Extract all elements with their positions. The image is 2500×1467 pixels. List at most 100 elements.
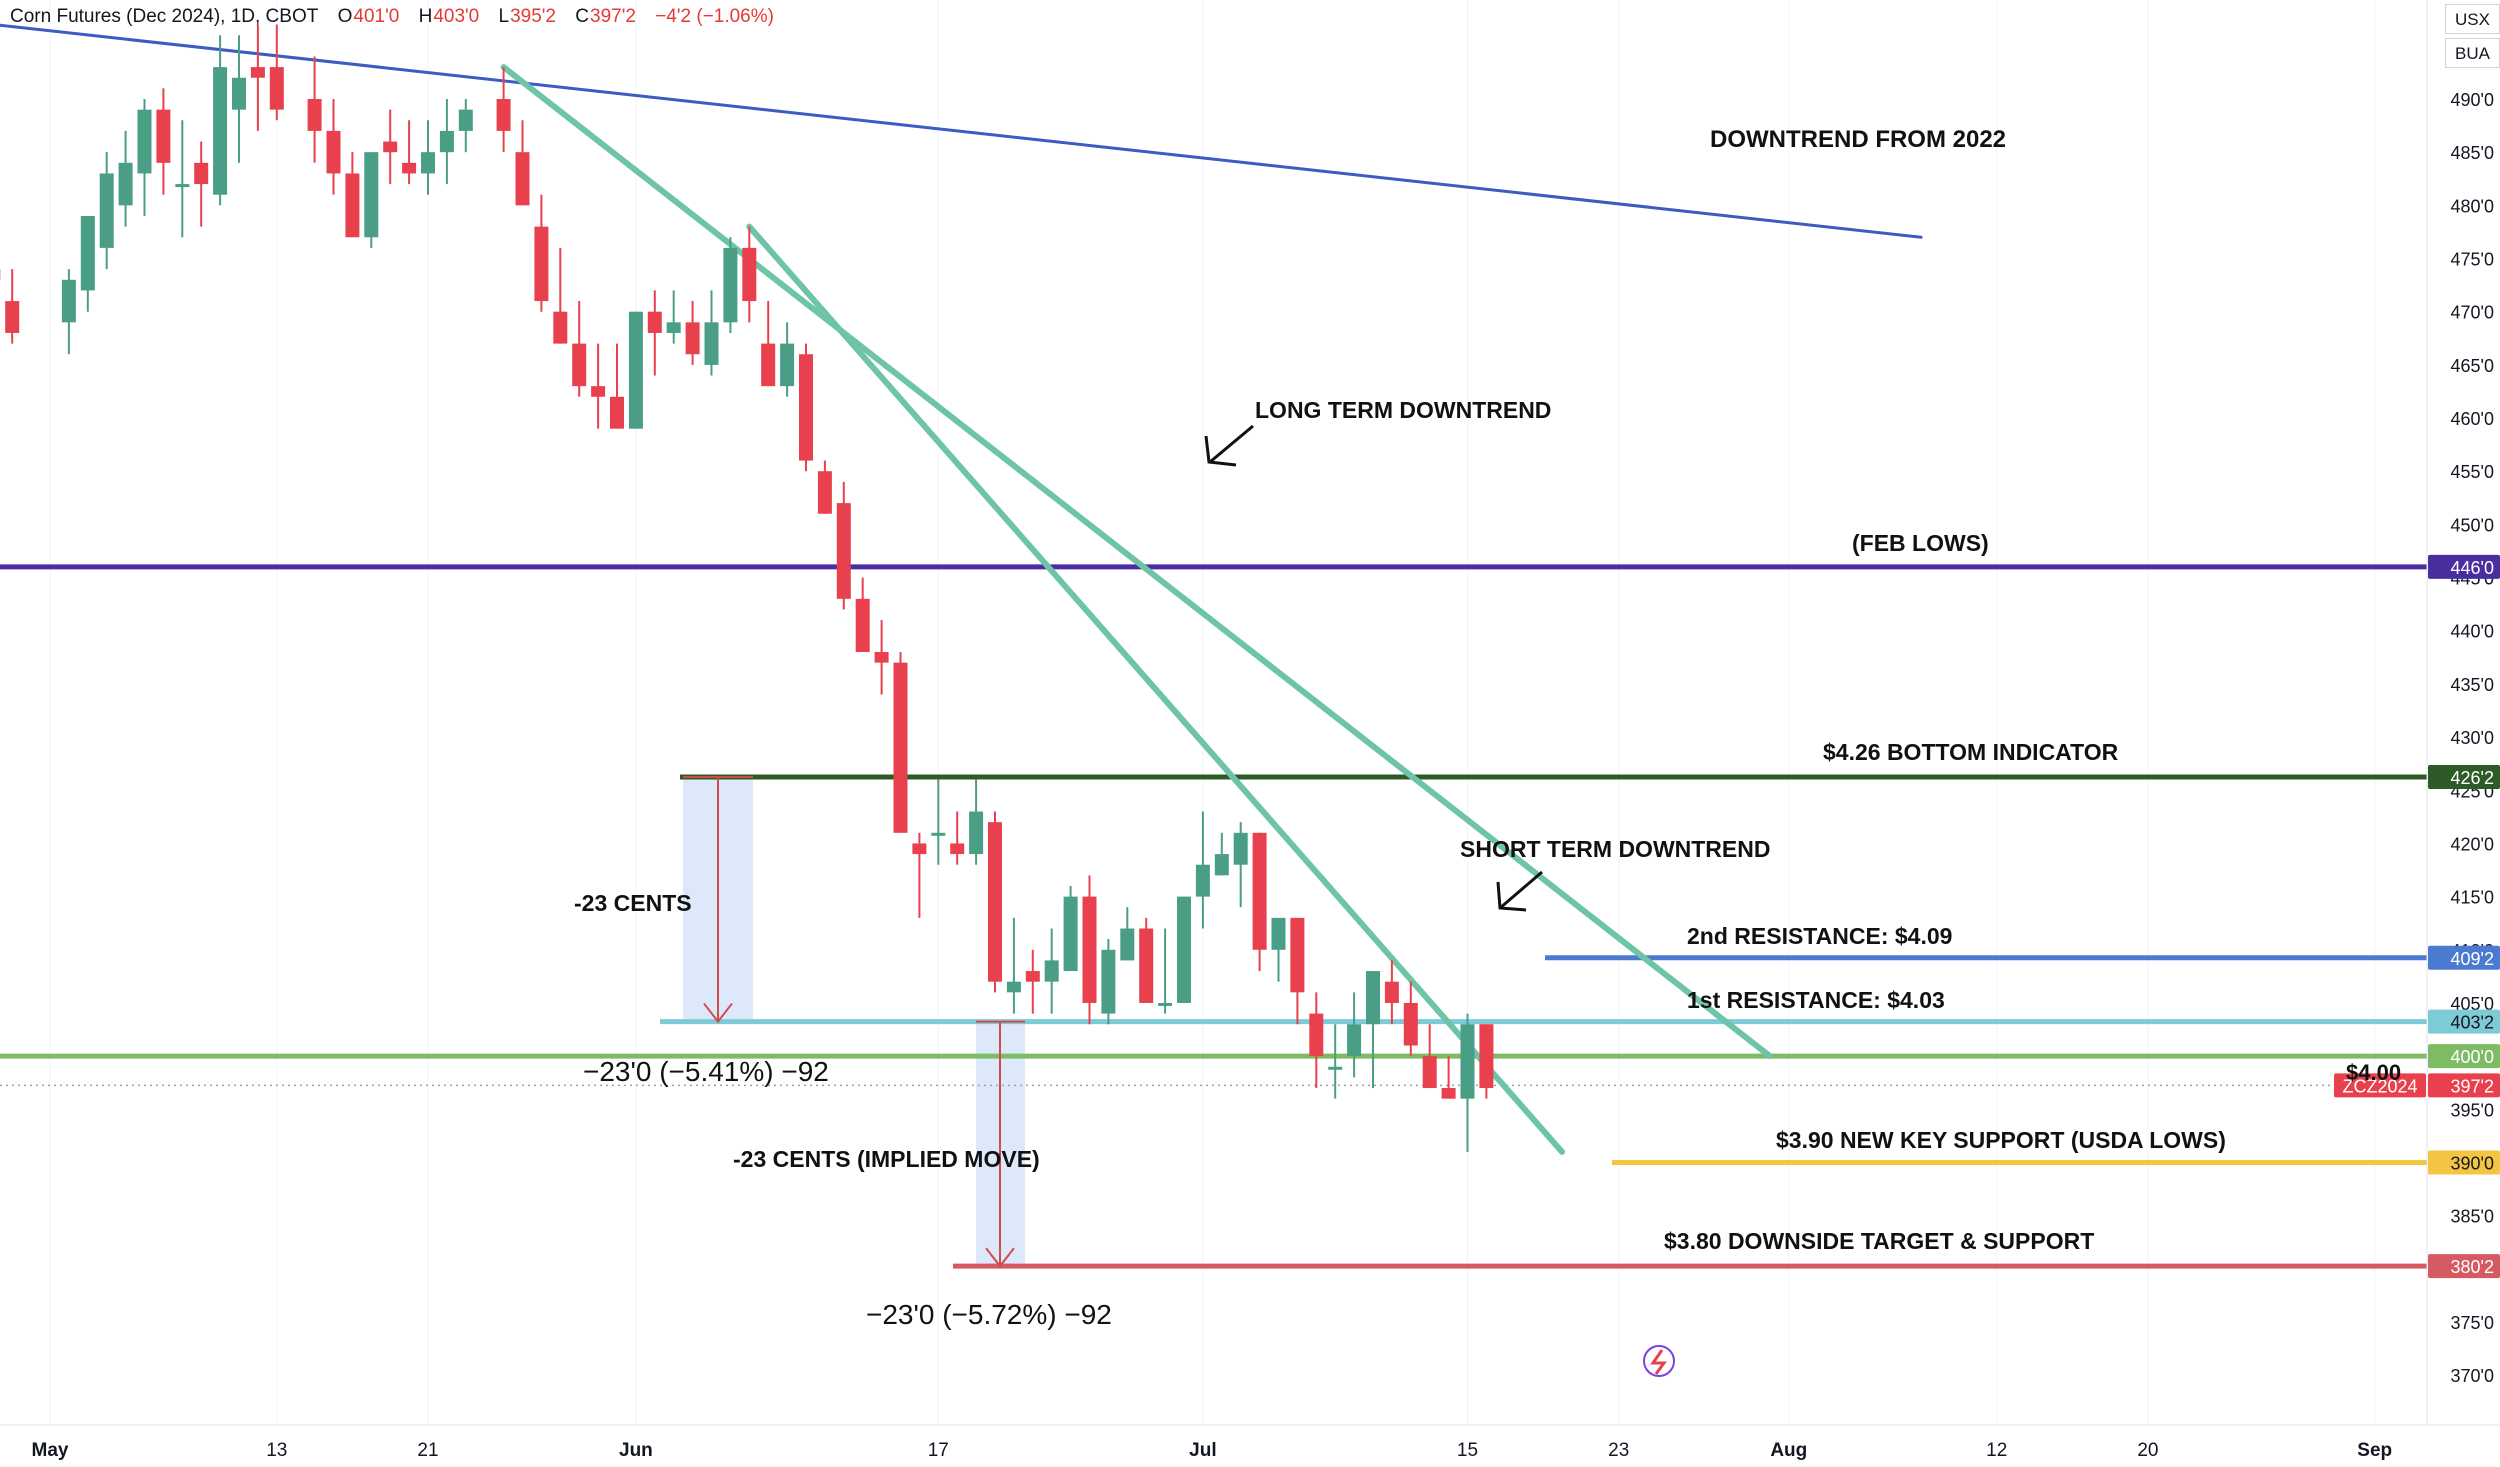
close-value: 397'2 xyxy=(590,6,636,27)
long-term-downtrend-line[interactable] xyxy=(500,64,1773,1060)
candle-body[interactable] xyxy=(666,322,681,333)
candle-body[interactable] xyxy=(1006,981,1021,993)
candle-body[interactable] xyxy=(269,67,284,110)
candle-body[interactable] xyxy=(836,503,851,599)
candle-body[interactable] xyxy=(591,386,606,397)
candle-body[interactable] xyxy=(1347,1024,1362,1057)
candle-body[interactable] xyxy=(1233,832,1248,865)
candle-body[interactable] xyxy=(496,99,511,131)
candle-body[interactable] xyxy=(1063,896,1078,972)
x-tick-label: Jun xyxy=(619,1440,653,1461)
candle-body[interactable] xyxy=(685,322,700,355)
candle-body[interactable] xyxy=(156,109,171,163)
candle-body[interactable] xyxy=(402,162,417,174)
unit-bua-button[interactable]: BUA xyxy=(2445,38,2500,68)
candle-body[interactable] xyxy=(799,354,813,461)
candle-body[interactable] xyxy=(1422,1056,1437,1089)
candle-body[interactable] xyxy=(723,247,738,323)
candle-body[interactable] xyxy=(1366,971,1380,1025)
candle-body[interactable] xyxy=(80,215,95,291)
candle-body[interactable] xyxy=(1082,896,1097,1003)
candle-body[interactable] xyxy=(1271,917,1286,950)
candle-body[interactable] xyxy=(534,226,549,302)
currency-unit-button[interactable]: USX xyxy=(2445,4,2500,34)
candle-body[interactable] xyxy=(1120,928,1135,961)
price-badge xyxy=(2428,945,2500,970)
candle-body[interactable] xyxy=(1044,960,1059,982)
candle-body[interactable] xyxy=(1328,1066,1343,1070)
candle-body[interactable] xyxy=(1460,1024,1475,1099)
open-value: 401'0 xyxy=(353,6,400,27)
y-tick-label: 435'0 xyxy=(2451,675,2494,695)
candle-body[interactable] xyxy=(628,311,643,429)
candle-body[interactable] xyxy=(610,396,624,429)
candle-body[interactable] xyxy=(515,152,530,206)
candle-body[interactable] xyxy=(383,141,398,153)
candle-body[interactable] xyxy=(893,662,908,833)
candle-body[interactable] xyxy=(232,77,246,110)
candle-body[interactable] xyxy=(458,109,473,131)
candle-body[interactable] xyxy=(1101,949,1116,1014)
candle-body[interactable] xyxy=(439,130,454,153)
candle-body[interactable] xyxy=(572,343,587,387)
candle-body[interactable] xyxy=(1441,1088,1456,1099)
candle-body[interactable] xyxy=(742,247,757,302)
candle-body[interactable] xyxy=(780,343,795,387)
candle-body[interactable] xyxy=(950,843,965,855)
y-tick-label: 480'0 xyxy=(2451,196,2494,216)
candle-body[interactable] xyxy=(250,67,265,78)
x-tick-label: Jul xyxy=(1189,1440,1216,1461)
candle-body[interactable] xyxy=(1177,896,1191,1003)
candle-body[interactable] xyxy=(1384,981,1399,1003)
candle-body[interactable] xyxy=(1214,854,1229,876)
candle-body[interactable] xyxy=(326,130,341,174)
short-term-downtrend-line[interactable] xyxy=(746,223,1565,1155)
candle-body[interactable] xyxy=(553,311,568,344)
price-400-label: $4.00 xyxy=(2346,1060,2401,1085)
candle-body[interactable] xyxy=(1158,1002,1173,1006)
candle-body[interactable] xyxy=(5,301,20,333)
candle-body[interactable] xyxy=(1139,928,1154,1003)
y-tick-label: 370'0 xyxy=(2451,1366,2494,1386)
candle-body[interactable] xyxy=(137,109,152,174)
candle-body[interactable] xyxy=(99,173,114,248)
y-tick-label: 450'0 xyxy=(2451,515,2494,535)
candle-body[interactable] xyxy=(988,822,1002,982)
candle-body[interactable] xyxy=(761,343,776,387)
y-tick-label: 430'0 xyxy=(2451,728,2494,748)
candle-body[interactable] xyxy=(647,311,662,333)
candle-body[interactable] xyxy=(855,598,870,653)
candle-body[interactable] xyxy=(61,279,76,323)
candle-body[interactable] xyxy=(307,99,322,131)
candle-body[interactable] xyxy=(817,471,832,514)
candle-body[interactable] xyxy=(969,811,984,855)
candle-body[interactable] xyxy=(194,162,209,185)
candle-body[interactable] xyxy=(931,832,946,836)
price-badge xyxy=(2428,1073,2500,1098)
candle-body[interactable] xyxy=(1309,1013,1324,1057)
y-tick-label: 490'0 xyxy=(2451,90,2494,110)
y-tick-label: 460'0 xyxy=(2451,409,2494,429)
candle-body[interactable] xyxy=(912,843,927,855)
candle-body[interactable] xyxy=(704,322,719,365)
low-label: L xyxy=(498,6,510,27)
candle-body[interactable] xyxy=(364,152,379,238)
candle-body[interactable] xyxy=(213,67,228,195)
lightning-icon[interactable] xyxy=(1643,1345,1675,1377)
candle-body[interactable] xyxy=(874,652,889,663)
candle-body[interactable] xyxy=(1252,832,1267,950)
candle-body[interactable] xyxy=(1290,917,1305,993)
candle-body[interactable] xyxy=(175,184,190,188)
candle-body[interactable] xyxy=(1403,1002,1418,1046)
symbol-title[interactable]: Corn Futures (Dec 2024), 1D, CBOT xyxy=(10,6,319,27)
candle-body[interactable] xyxy=(1025,971,1040,982)
candle-body[interactable] xyxy=(1195,864,1210,897)
candle-body[interactable] xyxy=(345,173,360,238)
close-label: C xyxy=(575,6,589,27)
candle-body[interactable] xyxy=(421,152,435,174)
candle-body[interactable] xyxy=(1479,1024,1494,1089)
target-380-label: $3.80 DOWNSIDE TARGET & SUPPORT xyxy=(1664,1228,2094,1254)
candle-body[interactable] xyxy=(118,162,133,206)
